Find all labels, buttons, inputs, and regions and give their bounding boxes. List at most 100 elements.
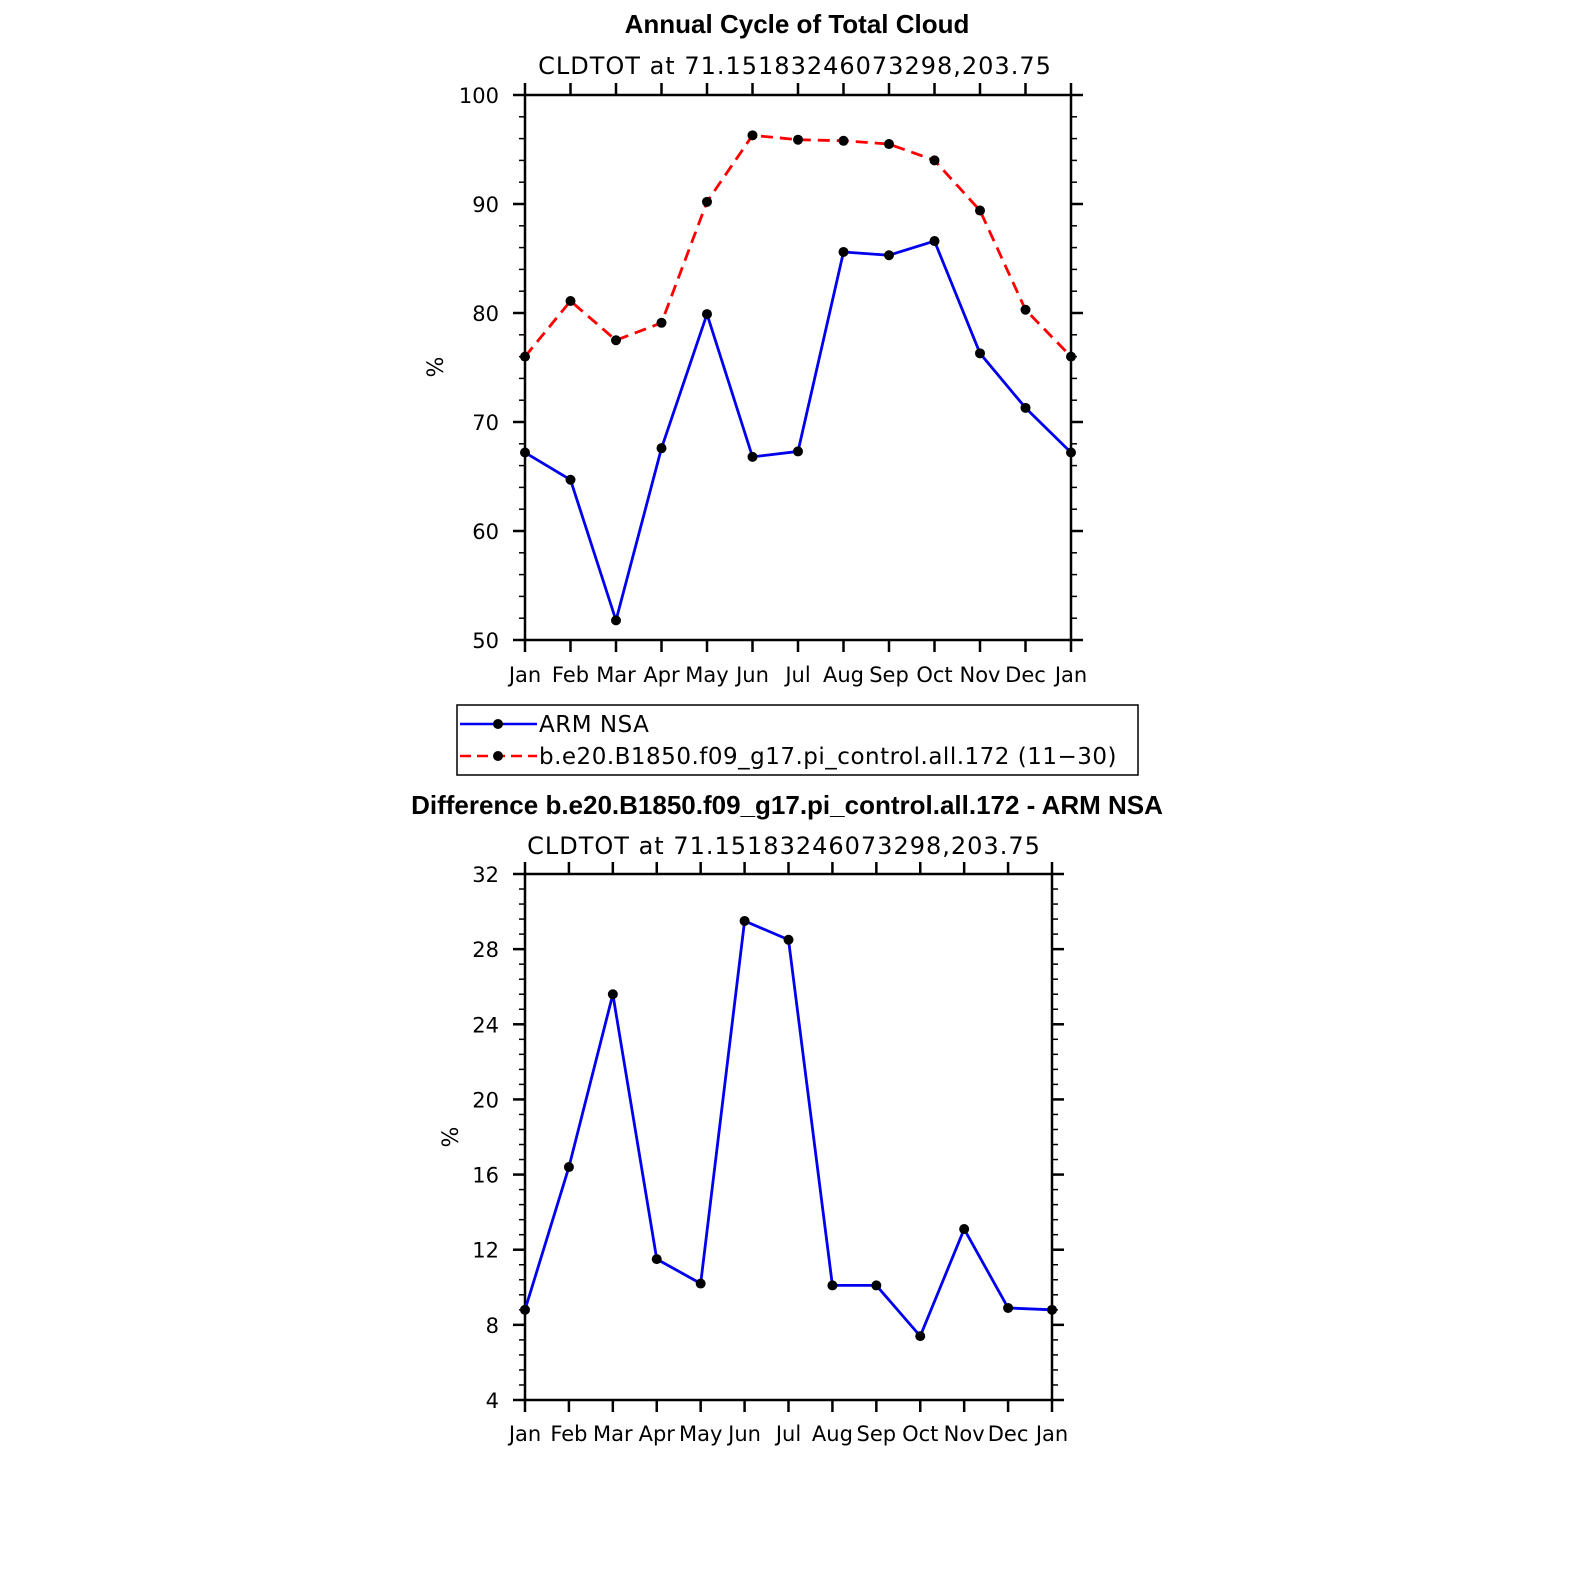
data-point [656,317,667,328]
data-point [739,915,750,926]
series-line [524,239,1072,622]
data-point [1003,1302,1014,1313]
x-tick-label: Mar [593,1422,633,1446]
data-point [783,934,794,945]
x-tick-label: Jul [783,663,810,687]
y-tick-label: 4 [486,1389,499,1413]
data-point [702,196,712,207]
data-point [884,250,894,261]
legend-box [456,704,1139,776]
data-point [929,236,940,247]
y-tick-label: 90 [472,193,499,217]
x-tick-label: Mar [596,663,636,687]
data-point [611,615,621,626]
data-point [838,135,849,146]
x-tick-label: May [685,663,728,687]
y-tick-label: 24 [472,1013,499,1037]
y-tick-label: 80 [472,302,499,326]
x-tick-label: Oct [902,1422,938,1446]
chart-title: Annual Cycle of Total Cloud [625,9,970,39]
data-point [793,446,803,457]
data-point [565,474,576,485]
data-point [747,130,758,141]
chart-subtitle: CLDTOT at 71.15183246073298,203.75 [538,52,1052,80]
data-point [959,1224,970,1235]
x-tick-label: Dec [1005,663,1046,687]
data-point [793,134,803,145]
legend-label-arm-nsa: ARM NSA [539,712,649,738]
y-tick-label: 100 [459,84,499,108]
plot-area: Jan Feb Mar Apr May Jun Jul Aug Sep Oct Nov Dec Jan4… [472,862,1068,1446]
legend-marker-model [493,751,503,761]
y-tick-label: 20 [472,1088,499,1112]
data-point [1066,447,1076,458]
legend-label-model: b.e20.B1850.f09_g17.pi_control.all.172 (… [539,744,1117,770]
data-point [827,1280,838,1291]
data-point [656,443,667,454]
data-point [1047,1304,1057,1315]
x-tick-label: Feb [550,1422,587,1446]
y-tick-label: 60 [472,520,499,544]
x-tick-label: Aug [823,663,864,687]
x-tick-label: Jun [734,663,769,687]
x-tick-label: Nov [944,1422,985,1446]
x-tick-label: Jan [507,663,541,687]
y-axis-label: % [424,357,449,378]
data-point [975,205,985,216]
chart-title: Difference b.e20.B1850.f09_g17.pi_contro… [411,790,1163,820]
data-point [1020,304,1031,315]
series-line [523,133,1073,358]
chart-subtitle: CLDTOT at 71.15183246073298,203.75 [527,832,1041,860]
x-tick-label: Sep [869,663,909,687]
series-line [523,919,1053,1338]
y-tick-label: 70 [472,411,499,435]
data-point [563,1162,574,1173]
x-tick-label: Jan [507,1422,541,1446]
data-point [702,309,712,320]
annual-cycle-chart: Annual Cycle of Total Cloud CLDTOT at 71… [424,9,1139,776]
x-tick-label: May [679,1422,722,1446]
x-tick-label: Jul [774,1422,801,1446]
data-point [520,1304,530,1315]
data-point [838,246,849,257]
y-axis-label: % [439,1127,464,1148]
data-point [747,451,758,462]
data-point [975,348,985,359]
data-point [884,139,894,150]
difference-chart: Difference b.e20.B1850.f09_g17.pi_contro… [411,790,1163,1446]
y-tick-label: 28 [472,938,499,962]
plot-frame [523,872,1054,1402]
data-point [695,1278,706,1289]
data-point [565,296,576,307]
y-tick-label: 50 [472,629,499,653]
plot-area: Jan Feb Mar Apr May Jun Jul Aug Sep Oct Nov Dec Jan 5… [459,83,1087,687]
x-tick-label: Jan [1053,663,1087,687]
data-point [607,989,618,1000]
data-point [651,1254,662,1265]
legend: ARM NSA b.e20.B1850.f09_g17.pi_control.a… [456,704,1139,776]
y-tick-label: 12 [472,1239,499,1263]
data-point [611,335,621,346]
x-tick-label: Dec [988,1422,1029,1446]
x-tick-label: Feb [552,663,589,687]
data-point [929,155,940,166]
y-tick-label: 32 [472,863,499,887]
y-tick-label: 16 [472,1164,499,1188]
x-tick-label: Jun [726,1422,761,1446]
data-point [871,1280,882,1291]
data-point [1020,402,1031,413]
data-point [520,351,530,362]
data-point [915,1331,926,1342]
data-point [520,447,530,458]
x-tick-label: Aug [812,1422,853,1446]
x-tick-label: Oct [916,663,952,687]
legend-marker-arm-nsa [493,719,503,729]
x-tick-label: Apr [639,1422,676,1446]
x-tick-label: Apr [643,663,680,687]
x-tick-label: Nov [960,663,1001,687]
data-point [1066,351,1076,362]
plot-frame [523,93,1073,642]
x-tick-label: Jan [1034,1422,1068,1446]
x-tick-label: Sep [857,1422,897,1446]
